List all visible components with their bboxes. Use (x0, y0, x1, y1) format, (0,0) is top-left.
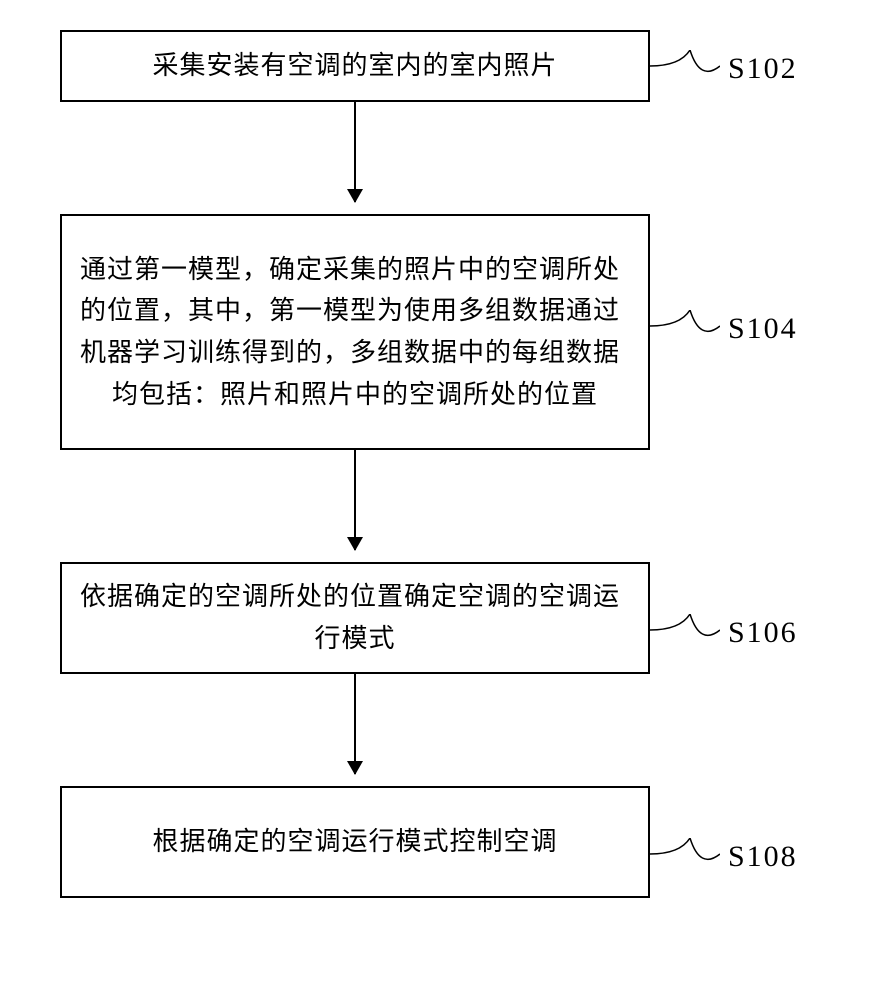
step-s108-text: 根据确定的空调运行模式控制空调 (152, 821, 557, 863)
arrow-2 (354, 450, 356, 562)
step-s102-text: 采集安装有空调的室内的室内照片 (152, 45, 557, 87)
label-s108: S108 (728, 840, 798, 874)
step-s104-text: 通过第一模型，确定采集的照片中的空调所处的位置，其中，第一模型为使用多组数据通过… (80, 249, 630, 415)
arrow-3 (354, 674, 356, 786)
curve-s106 (650, 614, 720, 654)
step-s108: 根据确定的空调运行模式控制空调 (60, 786, 650, 898)
label-s106: S106 (728, 616, 798, 650)
curve-s102 (650, 50, 720, 90)
arrow-1 (354, 102, 356, 214)
step-s102: 采集安装有空调的室内的室内照片 (60, 30, 650, 102)
step-s106-text: 依据确定的空调所处的位置确定空调的空调运行模式 (80, 576, 630, 659)
step-s106: 依据确定的空调所处的位置确定空调的空调运行模式 (60, 562, 650, 674)
curve-s104 (650, 310, 720, 350)
curve-s108 (650, 838, 720, 878)
step-s104: 通过第一模型，确定采集的照片中的空调所处的位置，其中，第一模型为使用多组数据通过… (60, 214, 650, 450)
label-s102: S102 (728, 52, 798, 86)
label-s104: S104 (728, 312, 798, 346)
